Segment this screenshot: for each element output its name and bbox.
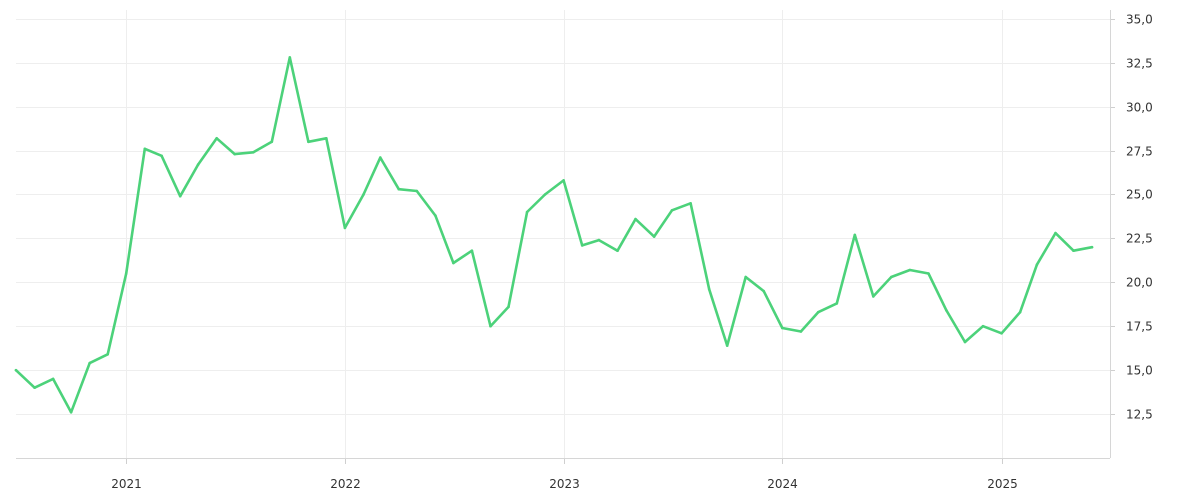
data-point [689, 202, 692, 205]
data-point [762, 289, 765, 293]
data-point [835, 302, 839, 305]
data-point [1054, 231, 1057, 235]
data-point [1035, 263, 1039, 267]
data-point [69, 411, 73, 414]
data-point [981, 324, 985, 328]
series-line [14, 56, 1094, 414]
data-point [470, 249, 474, 252]
data-point [580, 244, 584, 247]
data-point [397, 187, 401, 191]
data-point [963, 340, 967, 344]
y-tick-label: 30,0 [1126, 101, 1153, 115]
data-point [853, 233, 857, 237]
data-point [160, 154, 163, 158]
data-point [288, 56, 292, 59]
data-point [652, 235, 656, 238]
data-point [945, 309, 948, 312]
series-layer [14, 56, 1094, 414]
data-point [233, 152, 236, 156]
data-point [525, 210, 529, 214]
data-point [196, 163, 200, 166]
x-tick-label: 2022 [330, 477, 361, 491]
data-point [1018, 310, 1022, 314]
x-tick-label: 2023 [549, 477, 580, 491]
grid-lines [16, 10, 1110, 458]
tick-labels: 12,5 15,0 17,5 20,0 22,5 25,0 27,5 30,0 32,5 35,0… [111, 13, 1152, 492]
data-point [507, 305, 510, 309]
data-point [872, 295, 875, 298]
data-point [725, 344, 729, 347]
data-point [14, 368, 18, 372]
y-tick-label: 17,5 [1126, 320, 1153, 334]
data-point [362, 193, 365, 196]
data-point [270, 140, 274, 144]
data-point [124, 272, 128, 275]
data-point [489, 324, 492, 328]
data-point [325, 137, 328, 140]
data-point [816, 310, 820, 314]
y-tick-label: 12,5 [1126, 408, 1153, 422]
data-point [307, 140, 310, 144]
data-point [434, 214, 437, 217]
data-point [781, 326, 784, 330]
data-point [744, 275, 747, 279]
data-point [543, 193, 547, 196]
data-point [908, 268, 912, 272]
y-tick-label: 35,0 [1126, 13, 1153, 27]
data-point [799, 330, 803, 333]
x-tick-label: 2024 [767, 477, 798, 491]
data-point [143, 147, 147, 151]
y-tick-label: 25,0 [1126, 188, 1153, 202]
y-tick-label: 15,0 [1126, 364, 1153, 378]
data-point [670, 209, 674, 212]
axes [16, 10, 1115, 464]
y-tick-label: 32,5 [1126, 57, 1153, 71]
data-point [51, 377, 55, 381]
data-point [215, 137, 218, 140]
data-point [1090, 245, 1094, 249]
data-point [562, 179, 565, 182]
data-point [452, 261, 455, 265]
data-point [379, 156, 382, 159]
data-point [1000, 332, 1003, 335]
data-point [927, 272, 930, 275]
data-point [1072, 249, 1075, 252]
data-point [343, 226, 347, 230]
y-tick-label: 27,5 [1126, 145, 1153, 159]
data-point [33, 386, 36, 390]
x-tick-label: 2025 [987, 477, 1018, 491]
y-tick-label: 20,0 [1126, 276, 1153, 290]
data-point [178, 194, 182, 198]
x-tick-label: 2021 [111, 477, 142, 491]
data-point [616, 249, 619, 252]
data-point [106, 353, 109, 356]
y-tick-label: 22,5 [1126, 232, 1153, 246]
data-point [707, 288, 711, 291]
data-point [890, 275, 893, 279]
data-point [415, 189, 419, 193]
data-point [88, 361, 91, 365]
data-point [252, 151, 255, 154]
data-point [597, 238, 601, 242]
data-point [634, 217, 637, 221]
